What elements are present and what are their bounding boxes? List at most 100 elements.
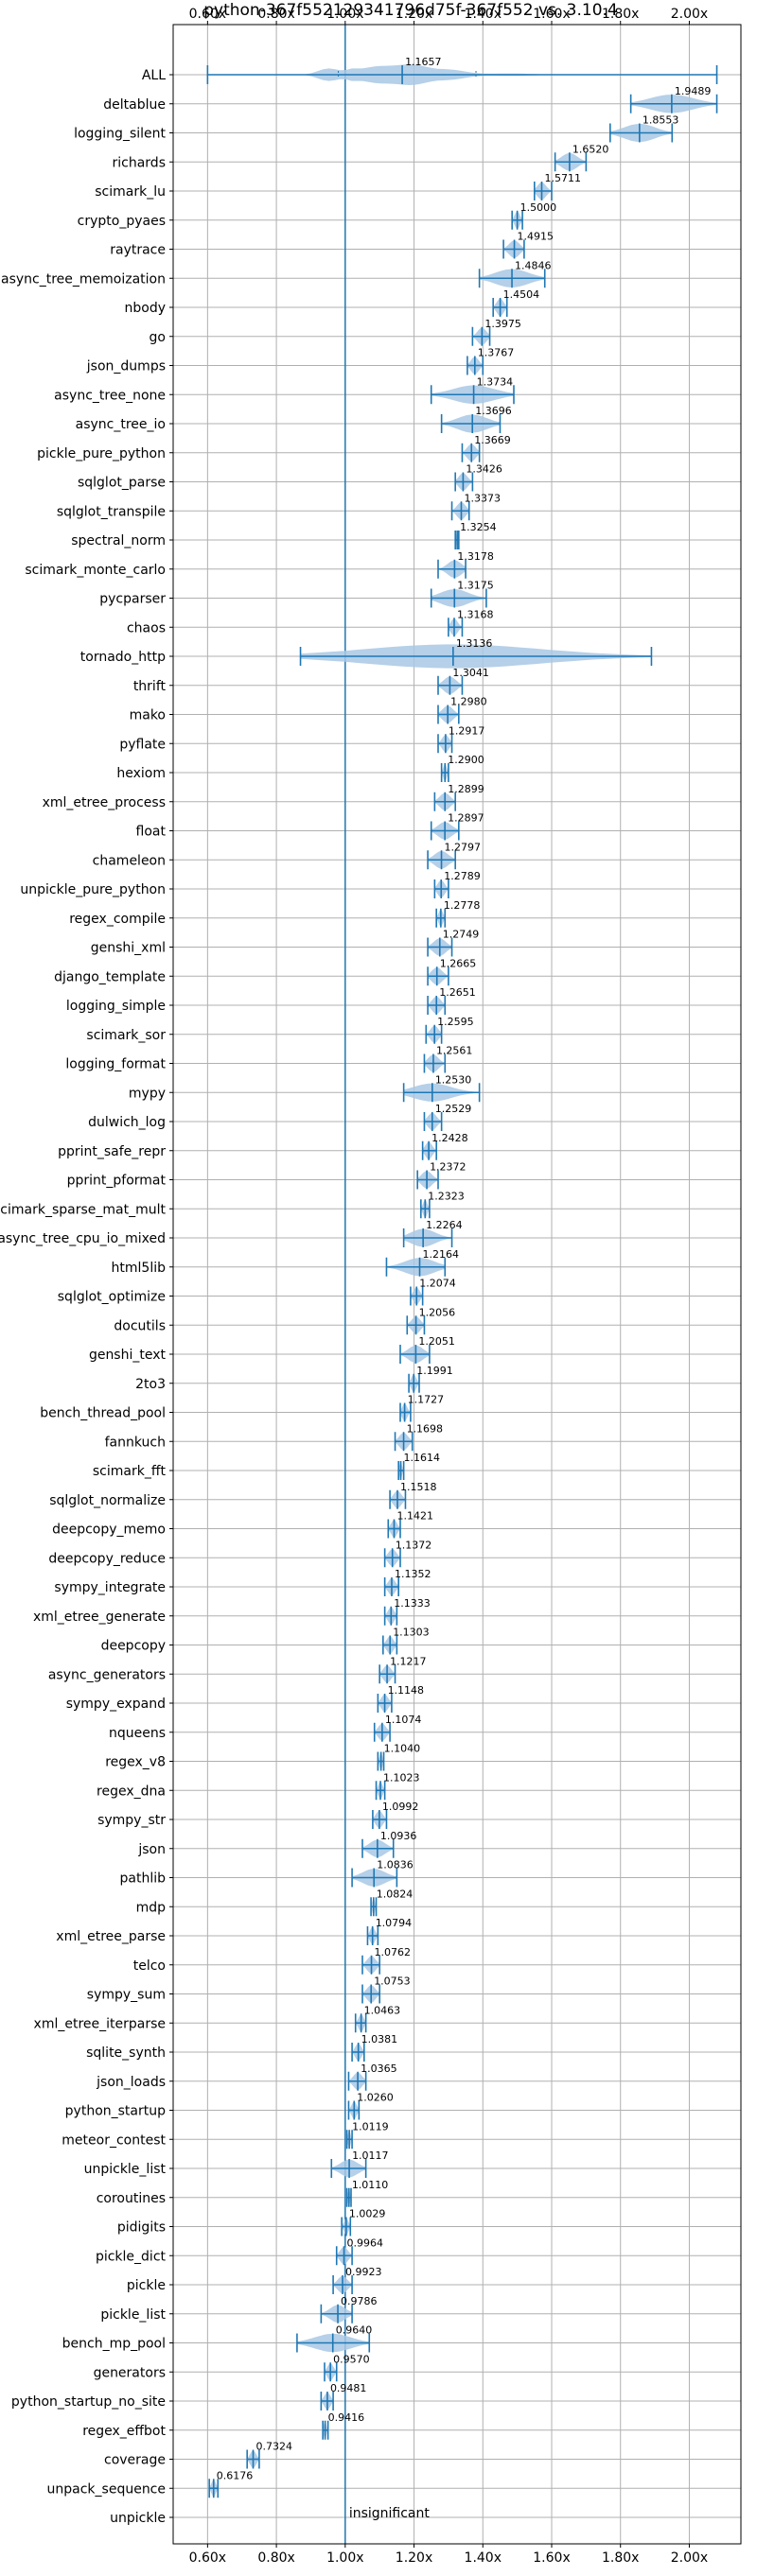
data-label: 0.9923: [345, 2266, 382, 2278]
y-tick-label: pickle: [127, 2278, 166, 2293]
data-label: 1.1657: [405, 56, 442, 68]
y-tick-label: sympy_sum: [87, 1988, 166, 2003]
data-label: 1.0110: [352, 2179, 389, 2191]
data-label: 1.2051: [418, 1335, 455, 1348]
y-tick-label: sympy_expand: [66, 1697, 166, 1712]
data-label: 1.3767: [478, 347, 515, 359]
data-label: 1.0753: [374, 1976, 411, 1988]
data-label: 1.2900: [448, 754, 484, 766]
data-label: 1.1148: [388, 1684, 425, 1697]
y-tick-label: pyflate: [119, 737, 166, 752]
data-label: 1.2074: [419, 1278, 456, 1290]
data-label: 1.1023: [383, 1771, 420, 1784]
violin-series: [206, 25, 718, 2544]
data-label: 1.3175: [457, 580, 493, 592]
y-tick-label: nqueens: [109, 1726, 166, 1741]
x-tick-label-bottom: 0.80x: [257, 2550, 294, 2566]
data-label: 1.0260: [357, 2092, 394, 2104]
y-tick-label: dulwich_log: [88, 1115, 166, 1130]
y-tick-label: regex_compile: [69, 912, 166, 927]
data-label: 1.3136: [456, 637, 493, 650]
y-tick-label: sqlite_synth: [86, 2045, 166, 2061]
x-tick-label-bottom: 1.00x: [326, 2550, 363, 2566]
data-label: 0.9786: [341, 2295, 378, 2307]
y-tick-label: scimark_monte_carlo: [25, 563, 166, 578]
y-tick-label: thrift: [133, 679, 167, 694]
y-tick-label: genshi_text: [89, 1348, 167, 1363]
y-tick-label: unpickle: [110, 2511, 166, 2526]
data-label: 1.2980: [450, 696, 487, 708]
data-label: 0.9570: [333, 2353, 370, 2365]
y-tick-label: async_tree_none: [54, 388, 166, 403]
y-tick-label: regex_v8: [105, 1755, 166, 1770]
data-label: 1.3975: [484, 318, 521, 330]
y-tick-label: sqlglot_parse: [78, 476, 166, 491]
data-label: 0.9416: [328, 2411, 365, 2424]
y-tick-label: pprint_pformat: [67, 1174, 167, 1189]
data-label: 1.2529: [435, 1103, 472, 1115]
y-tick-label: pprint_safe_repr: [58, 1144, 166, 1159]
data-label: 0.7324: [256, 2441, 293, 2453]
y-tick-label: bench_thread_pool: [40, 1406, 166, 1421]
y-tick-label: crypto_pyaes: [78, 214, 166, 229]
y-tick-label: regex_dna: [97, 1784, 166, 1799]
y-tick-label: go: [150, 330, 166, 345]
y-tick-label: pycparser: [99, 592, 166, 607]
y-tick-label: generators: [94, 2365, 166, 2380]
data-label: 1.3041: [452, 667, 489, 679]
data-label: 1.3734: [477, 375, 513, 388]
y-tick-label: coverage: [104, 2453, 166, 2468]
y-tick-label: chameleon: [93, 853, 166, 868]
y-tick-label: xml_etree_generate: [33, 1610, 166, 1625]
x-tick-label-top: 1.40x: [465, 7, 502, 22]
data-label: 0.9481: [330, 2382, 367, 2394]
data-label: 1.1074: [385, 1714, 422, 1726]
data-label: 1.1217: [390, 1655, 427, 1667]
insignificant-label: insignificant: [349, 2506, 431, 2521]
data-label: 1.4846: [515, 259, 552, 271]
y-tick-label: deepcopy_reduce: [48, 1551, 166, 1566]
y-tick-label: telco: [133, 1958, 166, 1974]
data-label: 1.0365: [361, 2063, 397, 2075]
data-label: 1.8553: [643, 114, 679, 127]
y-tick-label: bench_mp_pool: [62, 2337, 166, 2352]
y-tick-label: scimark_lu: [95, 184, 166, 200]
data-label: 0.6176: [217, 2469, 254, 2481]
data-label: 1.0463: [364, 2004, 401, 2016]
y-tick-label: async_tree_memoization: [1, 271, 166, 287]
data-label: 1.3669: [474, 434, 510, 446]
y-tick-label: pickle_dict: [96, 2249, 167, 2264]
data-label: 1.4915: [518, 231, 555, 243]
y-tick-label: json_loads: [96, 2075, 166, 2090]
data-label: 1.2917: [449, 724, 484, 737]
y-tick-label: meteor_contest: [62, 2132, 166, 2148]
data-label: 1.0381: [361, 2033, 398, 2045]
x-tick-label-bottom: 1.60x: [533, 2550, 570, 2566]
y-tick-label: deepcopy: [101, 1639, 166, 1654]
x-tick-label-bottom: 2.00x: [671, 2550, 708, 2566]
data-label: 1.3696: [475, 405, 511, 417]
y-tick-label: ALL: [142, 68, 166, 83]
y-tick-label: chaos: [127, 620, 166, 635]
x-tick-label-top: 2.00x: [671, 7, 708, 22]
y-tick-label: django_template: [54, 969, 166, 984]
y-tick-label: xml_etree_parse: [56, 1929, 166, 1944]
y-tick-label: xml_etree_process: [43, 795, 166, 810]
data-label: 1.0794: [376, 1917, 413, 1929]
y-tick-label: pathlib: [120, 1871, 167, 1887]
y-tick-label: xml_etree_iterparse: [34, 2016, 166, 2031]
data-label: 0.9640: [336, 2324, 373, 2337]
data-label: 1.1991: [416, 1365, 453, 1377]
x-tick-label-top: 0.60x: [189, 7, 226, 22]
y-tick-label: async_tree_io: [76, 417, 166, 432]
y-tick-label: float: [136, 825, 167, 840]
y-tick-label: html5lib: [112, 1261, 167, 1276]
data-label: 1.2899: [448, 783, 484, 795]
data-label: 1.2595: [437, 1016, 474, 1028]
data-label: 1.1698: [407, 1422, 444, 1435]
data-label: 1.1333: [394, 1597, 431, 1610]
x-tick-label-bottom: 1.40x: [465, 2550, 502, 2566]
data-label: 1.1727: [408, 1394, 445, 1406]
